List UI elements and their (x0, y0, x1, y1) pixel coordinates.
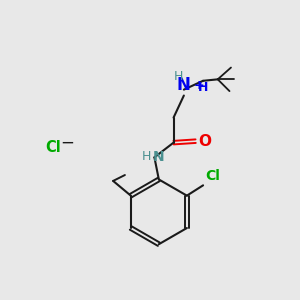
Text: +: + (193, 79, 204, 92)
Text: H: H (174, 70, 183, 83)
Text: Cl: Cl (206, 169, 220, 183)
Text: Cl: Cl (46, 140, 61, 154)
Text: O: O (199, 134, 212, 149)
Text: −: − (60, 134, 74, 152)
Text: N: N (153, 150, 165, 164)
Text: H: H (142, 150, 151, 163)
Text: H: H (198, 81, 208, 94)
Text: N: N (177, 76, 191, 94)
